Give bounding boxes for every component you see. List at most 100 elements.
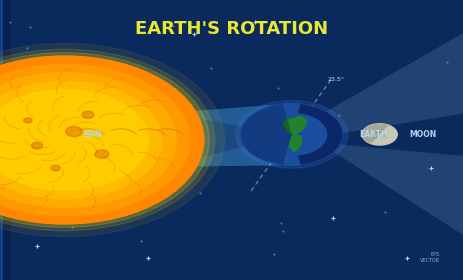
Bar: [4, 0, 8, 280]
Bar: [4, 0, 9, 280]
Bar: [2, 0, 6, 280]
Bar: [0, 0, 5, 280]
Bar: [2, 0, 6, 280]
Bar: [1, 0, 6, 280]
Bar: [3, 0, 8, 280]
Bar: [2, 0, 6, 280]
Circle shape: [0, 43, 225, 237]
Bar: [3, 0, 8, 280]
Bar: [1, 0, 6, 280]
Bar: [4, 0, 9, 280]
Circle shape: [241, 104, 343, 165]
Bar: [4, 0, 9, 280]
Bar: [1, 0, 6, 280]
Bar: [1, 0, 6, 280]
Text: 23.5°: 23.5°: [328, 77, 344, 82]
Bar: [2, 0, 6, 280]
Circle shape: [51, 165, 60, 171]
Circle shape: [375, 130, 380, 133]
Bar: [0, 0, 5, 280]
Bar: [0, 0, 5, 280]
Text: EARTH'S ROTATION: EARTH'S ROTATION: [135, 20, 328, 38]
Bar: [2, 0, 7, 280]
Bar: [2, 0, 7, 280]
Bar: [5, 0, 9, 280]
Bar: [4, 0, 9, 280]
Bar: [0, 0, 5, 280]
Bar: [0, 0, 5, 280]
Circle shape: [82, 111, 94, 118]
Text: EARTH: EARTH: [359, 130, 388, 139]
Polygon shape: [165, 104, 289, 167]
Bar: [2, 0, 7, 280]
Bar: [3, 0, 8, 280]
Bar: [2, 0, 7, 280]
Bar: [4, 0, 9, 280]
Polygon shape: [297, 128, 463, 241]
Bar: [4, 0, 8, 280]
Bar: [3, 0, 7, 280]
Polygon shape: [297, 28, 463, 141]
Bar: [3, 0, 7, 280]
Bar: [0, 0, 5, 280]
Bar: [2, 0, 7, 280]
Circle shape: [0, 56, 204, 224]
Circle shape: [373, 136, 377, 138]
Bar: [4, 0, 9, 280]
Bar: [2, 0, 6, 280]
Bar: [4, 0, 8, 280]
Circle shape: [0, 64, 190, 216]
Circle shape: [24, 118, 32, 123]
Bar: [2, 0, 6, 280]
Polygon shape: [283, 116, 307, 134]
Circle shape: [362, 124, 397, 145]
Bar: [1, 0, 6, 280]
Bar: [1, 0, 6, 280]
Bar: [2, 0, 7, 280]
Circle shape: [0, 73, 176, 207]
Bar: [0, 0, 5, 280]
Polygon shape: [289, 136, 302, 151]
Bar: [5, 0, 9, 280]
Bar: [4, 0, 8, 280]
Text: SUN: SUN: [83, 130, 102, 139]
Circle shape: [31, 142, 43, 149]
Bar: [1, 0, 6, 280]
Bar: [1, 0, 6, 280]
Bar: [1, 0, 6, 280]
Bar: [4, 0, 8, 280]
Bar: [0, 0, 5, 280]
Bar: [1, 0, 6, 280]
Bar: [1, 0, 6, 280]
Bar: [4, 0, 9, 280]
Bar: [2, 0, 6, 280]
Bar: [1, 0, 6, 280]
Bar: [4, 0, 8, 280]
Bar: [1, 0, 6, 280]
Text: MOON: MOON: [409, 130, 436, 139]
Bar: [0, 0, 5, 280]
Bar: [4, 0, 8, 280]
Bar: [5, 0, 9, 280]
Bar: [2, 0, 7, 280]
Bar: [3, 0, 7, 280]
Wedge shape: [362, 124, 388, 144]
Wedge shape: [298, 104, 343, 165]
Bar: [1, 0, 6, 280]
Circle shape: [66, 127, 82, 137]
Bar: [3, 0, 8, 280]
Bar: [3, 0, 8, 280]
Bar: [4, 0, 9, 280]
Bar: [0, 0, 5, 280]
Circle shape: [0, 49, 215, 231]
Bar: [0, 0, 5, 280]
Bar: [4, 0, 9, 280]
Bar: [5, 0, 9, 280]
Bar: [3, 0, 8, 280]
Bar: [3, 0, 8, 280]
Bar: [3, 0, 7, 280]
Bar: [4, 0, 9, 280]
Bar: [1, 0, 6, 280]
Bar: [3, 0, 7, 280]
Bar: [1, 0, 6, 280]
